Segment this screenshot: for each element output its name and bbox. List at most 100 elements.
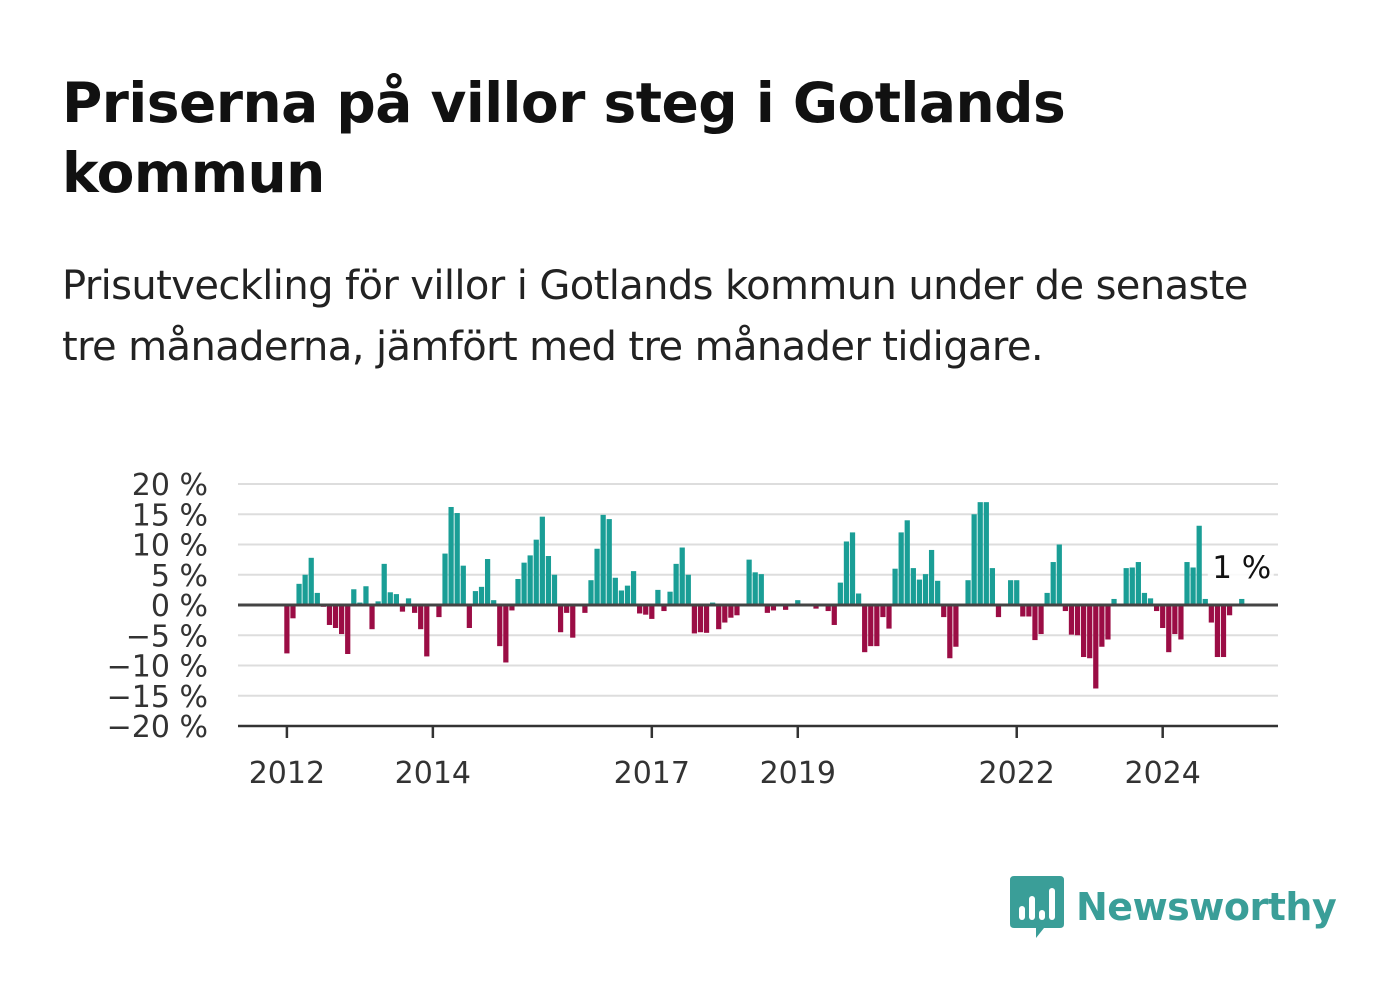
- bar: [916, 579, 923, 605]
- bar: [983, 502, 989, 605]
- bar: [868, 605, 874, 647]
- bar: [1184, 562, 1190, 605]
- bar: [460, 565, 466, 605]
- bar: [1196, 525, 1202, 605]
- bar: [369, 605, 375, 630]
- bar: [588, 580, 594, 605]
- bar: [922, 574, 929, 605]
- bar: [886, 605, 892, 629]
- bar: [1239, 598, 1245, 605]
- bar: [1081, 605, 1087, 658]
- y-tick-label: −15 %: [107, 680, 208, 715]
- bar: [843, 541, 850, 605]
- bar: [813, 605, 819, 609]
- y-tick-label: −10 %: [107, 650, 208, 685]
- bar: [624, 585, 631, 605]
- bar: [1172, 605, 1178, 635]
- bar: [466, 605, 472, 628]
- bar: [606, 519, 612, 605]
- bar: [667, 591, 673, 605]
- y-tick-label: −20 %: [107, 710, 208, 745]
- y-tick-label: 15 %: [132, 498, 208, 533]
- bar: [387, 592, 393, 605]
- bar: [533, 539, 539, 605]
- bar: [995, 605, 1002, 618]
- bar: [454, 513, 460, 605]
- bar: [405, 598, 412, 605]
- bar: [874, 605, 880, 647]
- bar: [880, 605, 886, 618]
- bar: [600, 514, 606, 605]
- bar: [551, 574, 558, 605]
- bar: [1087, 605, 1093, 659]
- bar: [679, 547, 685, 605]
- bar: [1129, 567, 1135, 605]
- y-tick-label: 5 %: [151, 559, 208, 594]
- bar: [412, 605, 418, 613]
- bar: [290, 605, 296, 619]
- x-tick-label: 2012: [249, 756, 325, 791]
- bar: [643, 605, 649, 615]
- bar: [393, 594, 399, 605]
- chart-title: Priserna på villor steg i Gotlands kommu…: [62, 71, 1066, 205]
- y-tick-label: 20 %: [132, 468, 208, 503]
- bar: [728, 605, 734, 618]
- bar: [570, 605, 576, 638]
- bar: [564, 605, 570, 613]
- bar: [1074, 605, 1081, 636]
- bar: [1111, 598, 1117, 605]
- bar-chart: 20 %15 %10 %5 %0 %−5 %−10 %−15 %−20 % 20…: [107, 468, 1278, 791]
- bar: [971, 514, 977, 605]
- bar: [399, 605, 406, 612]
- chart-subtitle: Prisutveckling för villor i Gotlands kom…: [62, 263, 1248, 370]
- bar: [1026, 605, 1032, 617]
- bar: [855, 593, 862, 605]
- bar: [661, 605, 667, 612]
- bar: [849, 532, 856, 605]
- bar: [892, 568, 898, 605]
- bar: [418, 605, 424, 630]
- bar: [1014, 580, 1020, 605]
- bar: [910, 568, 916, 605]
- bar: [448, 506, 454, 605]
- bar: [898, 532, 904, 605]
- bar: [284, 605, 290, 654]
- bars: [284, 502, 1245, 689]
- bar: [989, 568, 996, 605]
- bar: [1190, 567, 1196, 605]
- bar: [332, 605, 339, 628]
- bar-chart-speech-bubble-icon: [1010, 876, 1064, 938]
- y-axis-labels: 20 %15 %10 %5 %0 %−5 %−10 %−15 %−20 %: [107, 468, 208, 745]
- bar: [770, 605, 777, 611]
- bar: [928, 549, 935, 605]
- x-tick-label: 2024: [1125, 756, 1201, 791]
- bar: [637, 605, 643, 614]
- bar: [296, 583, 302, 605]
- bar: [515, 578, 521, 605]
- bar: [1062, 605, 1068, 612]
- bar: [825, 605, 831, 612]
- bar: [1178, 605, 1184, 640]
- bar: [691, 605, 697, 634]
- bar: [746, 559, 752, 606]
- bar: [351, 589, 357, 605]
- bar: [345, 605, 351, 654]
- bar: [618, 590, 625, 605]
- bar: [1153, 605, 1160, 612]
- brand: Newsworthy: [1010, 876, 1337, 938]
- x-tick-label: 2022: [979, 756, 1055, 791]
- bar: [783, 605, 789, 610]
- bar: [472, 591, 479, 605]
- bar: [697, 605, 704, 633]
- bar: [758, 574, 764, 605]
- bar: [935, 580, 941, 605]
- bar: [831, 605, 837, 625]
- bar: [1105, 605, 1111, 640]
- bar: [363, 586, 369, 605]
- bar: [381, 563, 387, 605]
- bar: [953, 605, 959, 647]
- x-axis: 2012 2014 2017 2019 2022 2024: [238, 603, 1278, 791]
- bar: [1032, 605, 1038, 641]
- bar: [965, 580, 971, 605]
- bar: [339, 605, 345, 635]
